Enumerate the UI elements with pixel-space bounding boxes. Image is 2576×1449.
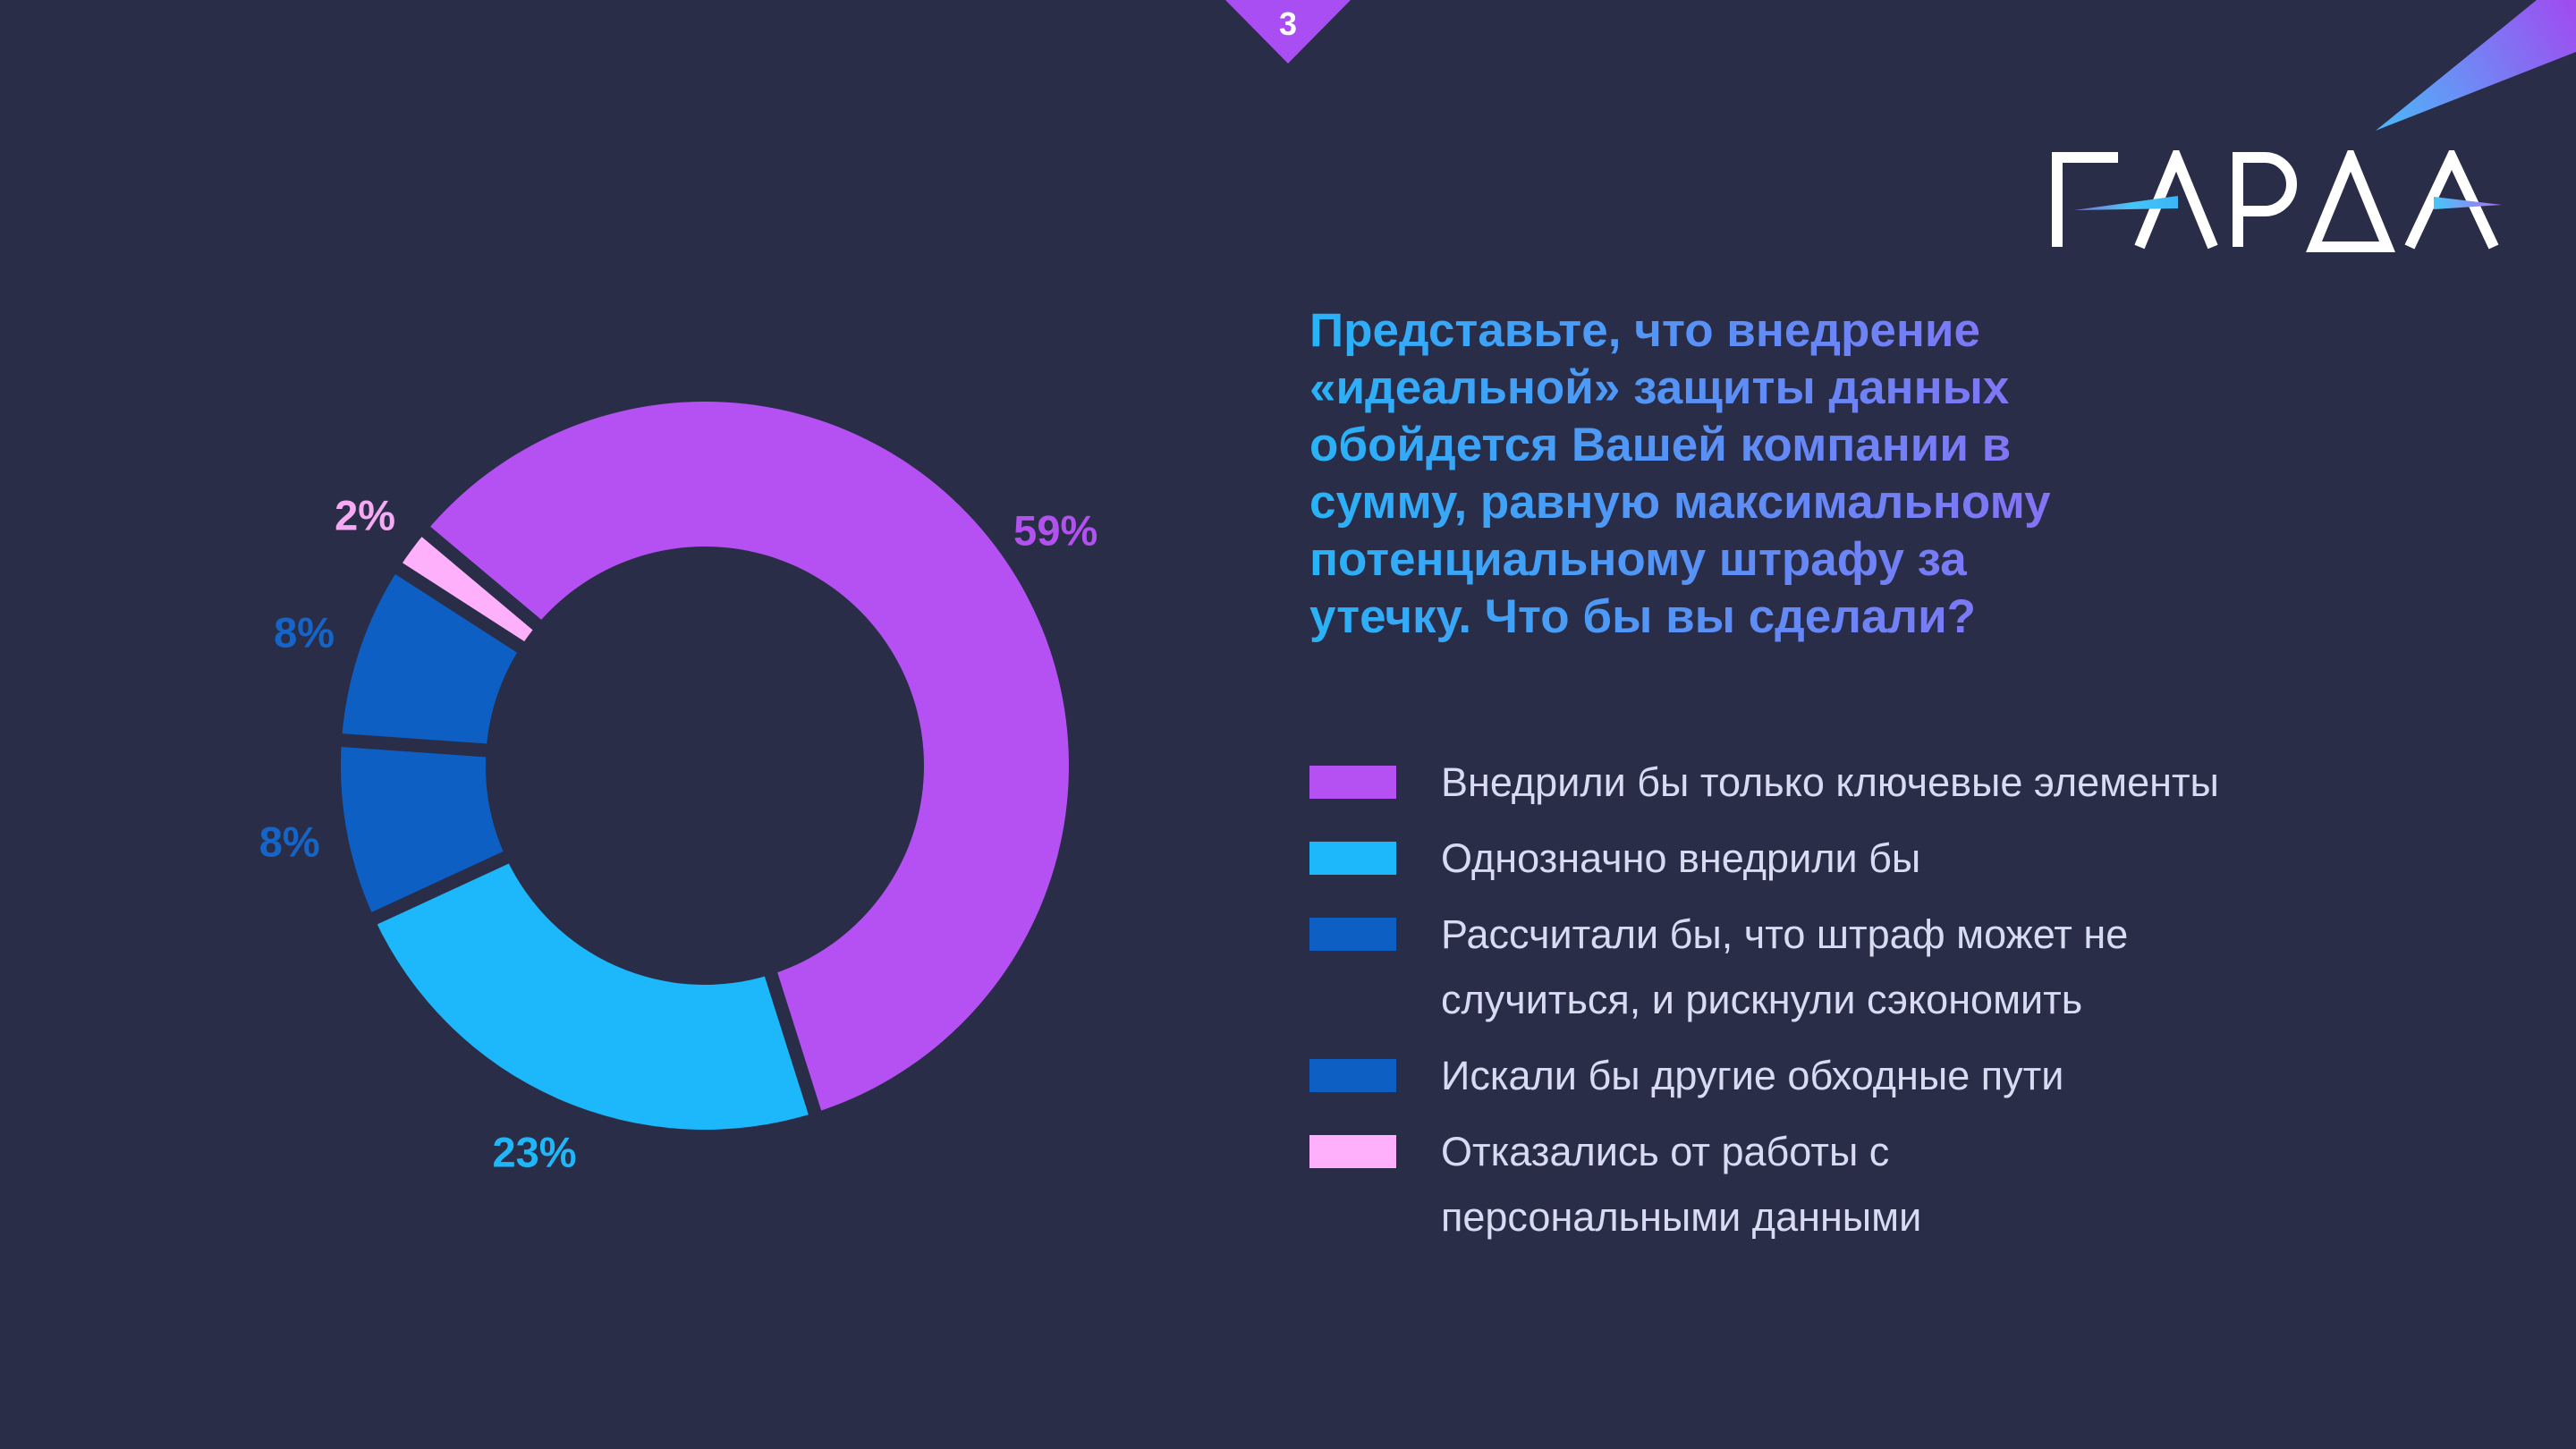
donut-segment-gap	[413, 519, 550, 637]
donut-label-8pct: 8%	[258, 818, 320, 866]
legend-item: Рассчитали бы, что штраф может не случит…	[1309, 902, 2347, 1032]
legend-item: Однозначно внедрили бы	[1309, 826, 2347, 891]
question-line: потенциальному штрафу за	[1309, 531, 2329, 589]
donut-segment-2pct	[398, 531, 538, 648]
donut-segment-gap	[361, 846, 519, 929]
legend-swatch	[1309, 766, 1396, 799]
donut-label-2pct: 2%	[335, 491, 396, 539]
question-line: обойдется Вашей компании в	[1309, 417, 2329, 474]
question-line: Представьте, что внедрение	[1309, 302, 2329, 360]
donut-segment-23pct	[374, 857, 816, 1131]
question-line: сумму, равную максимальному	[1309, 474, 2329, 531]
legend-swatch	[1309, 1135, 1396, 1168]
donut-label-59pct: 59%	[1013, 506, 1098, 555]
legend-label: Однозначно внедрили бы	[1441, 835, 1921, 881]
donut-segment-59pct	[426, 401, 1070, 1113]
legend-label: Внедрили бы только ключевые элементы	[1441, 759, 2219, 805]
garda-logo	[2052, 150, 2501, 252]
donut-segment-gap	[386, 556, 534, 659]
logo-letters	[2052, 150, 2499, 252]
donut-segment-gap	[330, 733, 498, 758]
logo-spike-left	[2074, 196, 2178, 210]
logo-spike-right	[2434, 197, 2501, 209]
donut-segment-8pct	[341, 568, 521, 750]
donut-label-8pct: 8%	[274, 608, 335, 657]
question-title: Представьте, что внедрение «идеальной» з…	[1309, 302, 2329, 646]
legend-label: случиться, и рискнули сэкономить	[1441, 977, 2083, 1022]
donut-label-23pct: 23%	[492, 1128, 577, 1176]
donut-chart	[330, 401, 1070, 1131]
legend-item: Искали бы другие обходные пути	[1309, 1043, 2347, 1108]
legend-swatch	[1309, 842, 1396, 875]
page-number: 3	[1278, 5, 1298, 42]
question-line: утечку. Что бы вы сделали?	[1309, 589, 2329, 646]
legend-swatch	[1309, 1059, 1396, 1092]
legend-item: Внедрили бы только ключевые элементы	[1309, 750, 2347, 815]
question-line: «идеальной» защиты данных	[1309, 360, 2329, 417]
chart-legend: Внедрили бы только ключевые элементы Одн…	[1309, 750, 2347, 1260]
legend-item: Отказались от работы с персональными дан…	[1309, 1119, 2347, 1250]
legend-label: Рассчитали бы, что штраф может не	[1441, 911, 2129, 957]
legend-label: персональными данными	[1441, 1194, 1922, 1240]
donut-segment-gap	[761, 962, 825, 1125]
legend-label: Искали бы другие обходные пути	[1441, 1053, 2064, 1098]
legend-swatch	[1309, 918, 1396, 951]
page-badge-triangle	[1225, 0, 1351, 64]
legend-label: Отказались от работы с	[1441, 1129, 1890, 1174]
